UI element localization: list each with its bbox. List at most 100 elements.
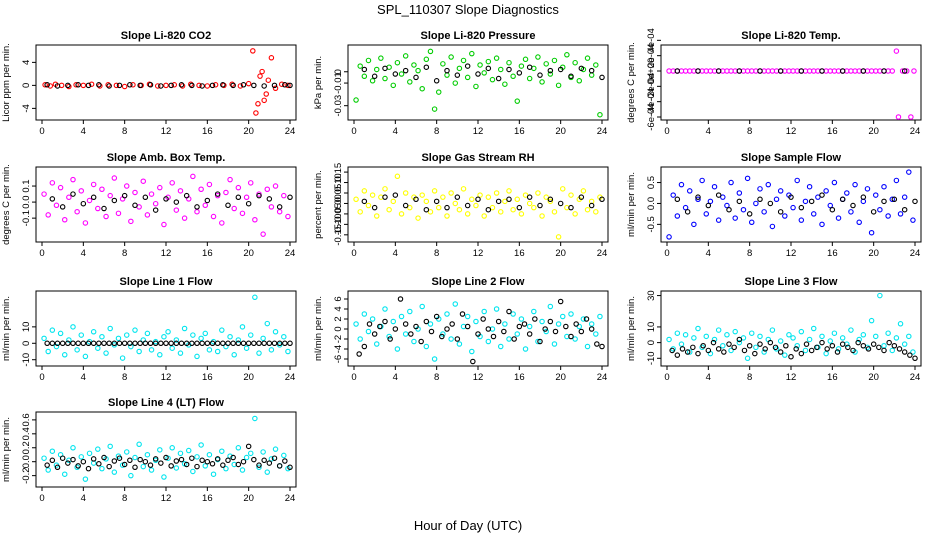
y-tick-label: 0.00 bbox=[333, 194, 344, 213]
data-point bbox=[70, 324, 76, 330]
data-point bbox=[371, 204, 378, 211]
data-point bbox=[724, 332, 730, 338]
data-point bbox=[715, 217, 722, 223]
y-tick-label: 6 bbox=[333, 296, 344, 301]
data-point bbox=[402, 202, 409, 209]
data-point bbox=[148, 191, 155, 197]
data-point bbox=[452, 301, 459, 307]
data-point bbox=[547, 303, 554, 310]
data-point bbox=[850, 347, 856, 354]
data-point bbox=[827, 202, 834, 209]
data-point bbox=[127, 82, 133, 88]
data-point bbox=[552, 328, 559, 335]
data-point bbox=[45, 348, 51, 355]
data-point bbox=[382, 306, 388, 312]
data-point bbox=[230, 340, 236, 347]
data-point bbox=[746, 211, 753, 217]
data-point bbox=[516, 323, 523, 330]
x-tick-label: 0 bbox=[39, 126, 44, 137]
data-point bbox=[95, 205, 101, 212]
data-point bbox=[415, 67, 421, 74]
data-point bbox=[402, 321, 409, 327]
data-point bbox=[70, 340, 76, 347]
panel-title: Slope Line 2 Flow bbox=[432, 276, 525, 288]
x-tick-label: 12 bbox=[161, 248, 172, 259]
data-point bbox=[889, 196, 896, 203]
data-point bbox=[427, 209, 434, 215]
data-point bbox=[101, 340, 107, 347]
data-point bbox=[794, 177, 800, 184]
data-point bbox=[194, 454, 200, 460]
series-main bbox=[41, 294, 291, 361]
data-point bbox=[394, 59, 401, 66]
data-point bbox=[113, 82, 120, 89]
x-tick-label: 4 bbox=[706, 248, 711, 259]
data-point bbox=[518, 316, 525, 322]
data-point bbox=[495, 75, 502, 82]
y-tick-label: 0 bbox=[333, 69, 344, 74]
data-point bbox=[105, 82, 111, 88]
data-point bbox=[691, 221, 697, 228]
data-point bbox=[516, 204, 523, 211]
data-point bbox=[260, 231, 266, 237]
data-point bbox=[45, 212, 51, 218]
data-point bbox=[806, 183, 813, 190]
x-tick-label: 16 bbox=[202, 493, 213, 504]
data-point bbox=[178, 456, 185, 463]
data-point bbox=[452, 80, 459, 86]
data-point bbox=[433, 78, 440, 84]
data-point bbox=[584, 206, 591, 213]
data-point bbox=[526, 64, 533, 70]
data-point bbox=[435, 204, 442, 211]
data-point bbox=[144, 212, 151, 218]
data-point bbox=[73, 82, 79, 88]
data-point bbox=[686, 188, 693, 194]
data-point bbox=[535, 190, 541, 196]
data-point bbox=[757, 68, 763, 74]
data-point bbox=[390, 198, 397, 205]
data-point bbox=[456, 206, 463, 213]
x-tick-label: 20 bbox=[243, 372, 254, 383]
data-point bbox=[736, 336, 743, 343]
data-point bbox=[243, 345, 250, 351]
data-point bbox=[456, 341, 463, 347]
data-point bbox=[788, 194, 794, 200]
data-point bbox=[127, 457, 133, 464]
y-axis-label: Licor ppm per min. bbox=[1, 43, 12, 122]
y-tick-label: -2e-04 bbox=[646, 73, 657, 100]
data-point bbox=[42, 82, 48, 88]
data-point bbox=[65, 340, 71, 347]
data-point bbox=[154, 83, 161, 89]
data-point bbox=[66, 337, 72, 343]
data-point bbox=[54, 340, 61, 347]
data-point bbox=[802, 347, 809, 354]
data-point bbox=[464, 63, 471, 69]
data-point bbox=[537, 72, 543, 78]
x-tick-label: 4 bbox=[81, 126, 86, 137]
x-tick-label: 8 bbox=[434, 372, 439, 383]
data-point bbox=[464, 202, 471, 209]
data-point bbox=[80, 340, 87, 347]
x-tick-label: 12 bbox=[473, 126, 484, 137]
data-point bbox=[532, 316, 538, 322]
data-point bbox=[501, 328, 507, 335]
data-point bbox=[99, 465, 105, 472]
y-tick-label: -6e-04 bbox=[646, 103, 657, 130]
data-point bbox=[227, 176, 233, 183]
data-point bbox=[881, 342, 887, 349]
data-point bbox=[901, 206, 908, 213]
y-axis-label: percent per min. bbox=[313, 170, 324, 239]
data-point bbox=[357, 209, 363, 215]
data-point bbox=[177, 188, 184, 194]
data-point bbox=[485, 338, 492, 345]
data-point bbox=[152, 340, 159, 347]
data-point bbox=[506, 336, 512, 342]
data-point bbox=[411, 62, 417, 68]
x-tick-label: 24 bbox=[597, 372, 608, 383]
data-point bbox=[845, 344, 851, 351]
data-point bbox=[588, 202, 595, 209]
data-point bbox=[220, 340, 226, 347]
data-point bbox=[860, 194, 867, 200]
data-point bbox=[860, 342, 867, 349]
panel-title: Slope Gas Stream RH bbox=[421, 152, 534, 164]
